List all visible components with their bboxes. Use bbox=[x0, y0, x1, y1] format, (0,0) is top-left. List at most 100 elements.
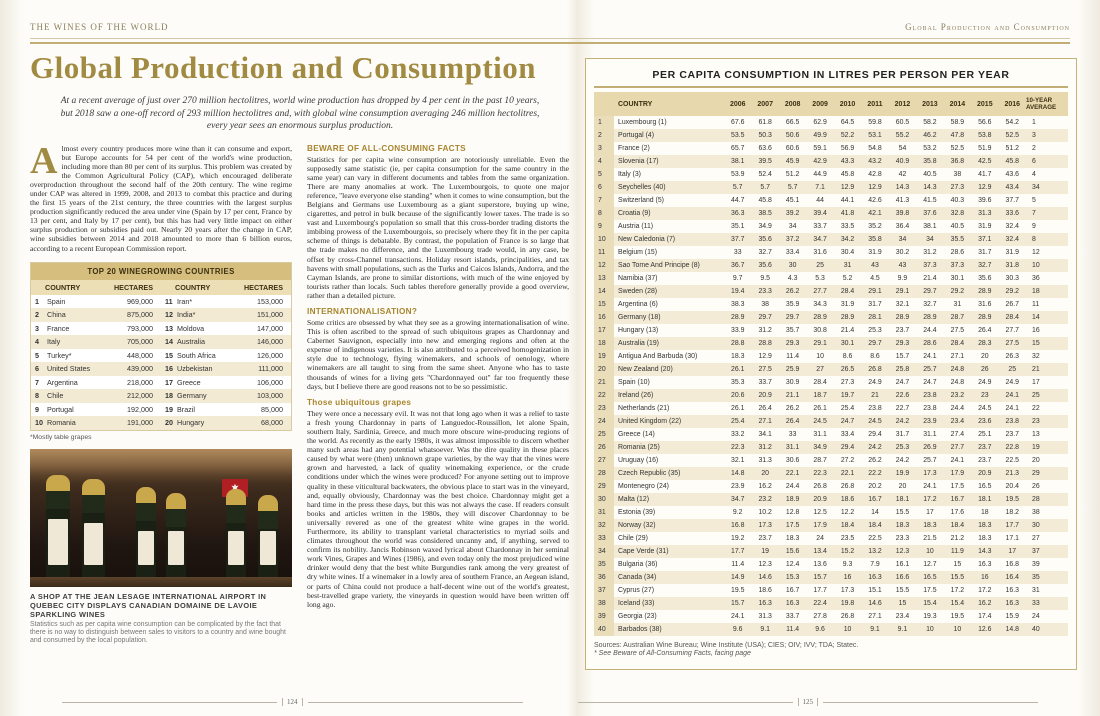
value-cell: 51.9 bbox=[978, 145, 992, 152]
value-cell: 9.1 bbox=[897, 626, 908, 633]
table-row: 40 Barbados (38) 9.6 9.1 11.4 9.6 10 9.1 9.1 10 10… bbox=[594, 623, 1068, 636]
value-cell: 9.6 bbox=[732, 626, 743, 633]
value-cell: 14.8 bbox=[1005, 626, 1019, 633]
value-cell: 38.5 bbox=[758, 210, 772, 217]
value-cell: 38.1 bbox=[923, 223, 937, 230]
value-cell: 23.2 bbox=[758, 496, 772, 503]
table-row: 30 Malta (12) 34.7 23.2 18.9 20.9 18.6 16.7 18.1… bbox=[594, 493, 1068, 506]
value-cell: 53.9 bbox=[731, 171, 745, 178]
table-row: 18 Australia (19) 28.8 28.8 29.3 29.1 30.1 29.7… bbox=[594, 337, 1068, 350]
value-cell: 50.3 bbox=[758, 132, 772, 139]
value-cell: 33.5 bbox=[840, 223, 855, 230]
table-row: 36 Canada (34) 14.9 14.6 15.3 15.7 16 16.3 16.6 1… bbox=[594, 571, 1068, 584]
value-cell: 18.3 bbox=[731, 353, 745, 360]
value-cell: 62.9 bbox=[813, 119, 827, 126]
value-cell: 45.8 bbox=[1005, 158, 1019, 165]
running-head-left: THE WINES OF THE WORLD bbox=[30, 22, 169, 32]
per-capita-table-title: PER CAPITA CONSUMPTION IN LITRES PER PER… bbox=[594, 66, 1068, 88]
table-row: 6 Seychelles (40) 5.7 5.7 5.7 7.1 12.9 12.9 14.3… bbox=[594, 181, 1068, 194]
country-cell: Czech Republic (35) bbox=[618, 470, 681, 477]
year-column-header: 2015 bbox=[977, 100, 993, 108]
value-cell: 17 bbox=[1008, 548, 1017, 555]
hectares-cell: 103,000 bbox=[257, 391, 283, 401]
value-cell: 22.3 bbox=[731, 444, 745, 451]
header-rule-gold bbox=[30, 42, 1070, 44]
value-cell: 31.7 bbox=[868, 301, 882, 308]
value-cell: 24.1 bbox=[950, 457, 965, 464]
value-cell: 44.1 bbox=[840, 197, 855, 204]
value-cell: 28.4 bbox=[950, 340, 965, 347]
value-cell: 24.5 bbox=[868, 418, 882, 425]
year-column-header: 2016 bbox=[1004, 100, 1021, 108]
value-cell: 49.9 bbox=[813, 132, 827, 139]
value-cell: 34.3 bbox=[813, 301, 827, 308]
hectares-cell: 192,000 bbox=[127, 404, 153, 414]
value-cell: 31.2 bbox=[923, 249, 937, 256]
country-cell: United Kingdom (22) bbox=[618, 418, 682, 425]
value-cell: 36.8 bbox=[950, 158, 965, 165]
value-cell: 7.9 bbox=[870, 561, 880, 568]
country-cell: Belgium (15) bbox=[618, 249, 658, 256]
value-cell: 14.9 bbox=[731, 574, 745, 581]
table-row: 23 Netherlands (21) 26.1 26.4 26.2 26.1 25.4 23… bbox=[594, 402, 1068, 415]
rank-cell: 18 bbox=[594, 337, 614, 350]
table-row: 11 Belgium (15) 33 32.7 33.4 31.6 30.4 31.9 30.2… bbox=[594, 246, 1068, 259]
rank-cell: 5 bbox=[35, 350, 39, 360]
value-cell: 4.3 bbox=[787, 275, 798, 282]
avg-rank-cell: 5 bbox=[1032, 197, 1036, 204]
value-cell: 42.1 bbox=[868, 210, 882, 217]
value-cell: 27.7 bbox=[1005, 327, 1019, 334]
country-cell: Argentina (6) bbox=[618, 301, 658, 308]
column-header: HECTARES bbox=[243, 282, 283, 292]
value-cell: 23.5 bbox=[840, 535, 855, 542]
value-cell: 28.9 bbox=[840, 314, 855, 321]
per-capita-header-row: COUNTRY 2006 2007 2008 2009 2010 2011 2012 2013 2… bbox=[594, 92, 1068, 116]
rank-cell: 11 bbox=[165, 296, 173, 306]
value-cell: 37.1 bbox=[978, 236, 992, 243]
avg-rank-cell: 2 bbox=[1032, 145, 1036, 152]
rank-cell: 6 bbox=[594, 181, 614, 194]
country-cell: Australia bbox=[177, 337, 205, 347]
value-cell: 34 bbox=[898, 236, 907, 243]
value-cell: 14 bbox=[871, 509, 879, 516]
country-cell: Cyprus (27) bbox=[618, 587, 654, 594]
value-cell: 34 bbox=[926, 236, 934, 243]
hectares-cell: 212,000 bbox=[127, 391, 153, 401]
value-cell: 12.2 bbox=[840, 509, 855, 516]
table-row: 4 Slovenia (17) 38.1 39.5 45.9 42.9 43.3 43.2 40… bbox=[594, 155, 1068, 168]
country-cell: Romania (25) bbox=[618, 444, 660, 451]
value-cell: 29.2 bbox=[950, 288, 965, 295]
country-cell: Portugal (4) bbox=[618, 132, 655, 139]
value-cell: 19.5 bbox=[1005, 496, 1019, 503]
value-cell: 35.8 bbox=[868, 236, 882, 243]
value-cell: 18.6 bbox=[840, 496, 855, 503]
table-row: 21 Spain (10) 35.3 33.7 30.9 28.4 27.3 24.9 24.7… bbox=[594, 376, 1068, 389]
value-cell: 23.2 bbox=[950, 392, 965, 399]
value-cell: 27.1 bbox=[868, 613, 882, 620]
wine-bottle-icon bbox=[258, 494, 278, 579]
table-row: 25 Greece (14) 33.2 34.1 33 31.1 33.4 29.4 31.7 3… bbox=[594, 428, 1068, 441]
value-cell: 35.6 bbox=[978, 275, 992, 282]
country-column-header: COUNTRY bbox=[618, 100, 653, 108]
value-cell: 51.2 bbox=[785, 171, 800, 178]
value-cell: 25.4 bbox=[731, 418, 745, 425]
value-cell: 15.1 bbox=[868, 587, 882, 594]
value-cell: 23 bbox=[980, 392, 989, 399]
value-cell: 43.3 bbox=[840, 158, 855, 165]
value-cell: 33.6 bbox=[1005, 210, 1019, 217]
avg-rank-cell: 33 bbox=[1032, 600, 1040, 607]
avg-rank-cell: 30 bbox=[1032, 522, 1040, 529]
hectares-cell: 969,000 bbox=[127, 296, 153, 306]
value-cell: 27.7 bbox=[813, 288, 827, 295]
table-row: 37 Cyprus (27) 19.5 18.6 16.7 17.7 17.3 15.1 15.… bbox=[594, 584, 1068, 597]
sources-text: Sources: Australian Wine Bureau; Wine In… bbox=[594, 642, 859, 649]
hectares-cell: 875,000 bbox=[127, 310, 153, 320]
avg-rank-cell: 35 bbox=[1032, 574, 1040, 581]
avg-rank-cell: 20 bbox=[1032, 457, 1040, 464]
value-cell: 7.1 bbox=[815, 184, 825, 191]
value-cell: 24.1 bbox=[923, 483, 937, 490]
hectares-cell: 146,000 bbox=[257, 337, 283, 347]
text-section: INTERNATIONALISATION? Some critics are ob… bbox=[307, 307, 569, 391]
table-row: 7 Argentina 218,000 17 Greece 106,000 bbox=[31, 376, 291, 390]
value-cell: 50.6 bbox=[785, 132, 800, 139]
